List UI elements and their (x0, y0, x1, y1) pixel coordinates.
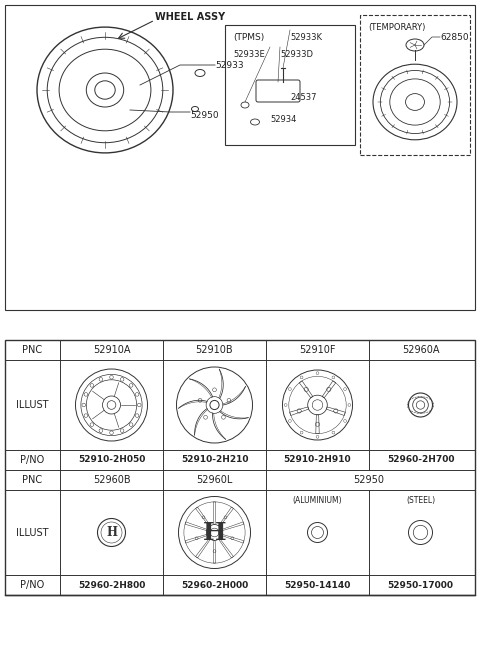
Text: 52910-2H050: 52910-2H050 (78, 455, 145, 464)
Text: 52960-2H700: 52960-2H700 (387, 455, 454, 464)
Text: (TPMS): (TPMS) (233, 33, 264, 42)
Text: (ALUMINIUM): (ALUMINIUM) (293, 495, 342, 504)
Text: 52910-2H910: 52910-2H910 (284, 455, 351, 464)
Text: H: H (203, 521, 226, 544)
Text: 52950: 52950 (353, 475, 384, 485)
Text: (STEEL): (STEEL) (406, 495, 435, 504)
Bar (360, 15, 470, 155)
Text: ILLUST: ILLUST (16, 400, 49, 410)
Text: 52960A: 52960A (402, 345, 439, 355)
Text: 52950-14140: 52950-14140 (284, 580, 351, 590)
Text: 52960B: 52960B (93, 475, 130, 485)
Text: (TEMPORARY): (TEMPORARY) (368, 23, 425, 32)
Text: 52960L: 52960L (196, 475, 233, 485)
Text: PNC: PNC (23, 345, 43, 355)
Text: 52933D: 52933D (280, 50, 313, 59)
Text: 52960-2H800: 52960-2H800 (78, 580, 145, 590)
Text: 52960-2H000: 52960-2H000 (181, 580, 248, 590)
Text: 52910-2H210: 52910-2H210 (181, 455, 248, 464)
Text: 52910B: 52910B (196, 345, 233, 355)
Text: P/NO: P/NO (20, 580, 45, 590)
Text: 52950: 52950 (190, 111, 218, 119)
Text: WHEEL ASSY: WHEEL ASSY (155, 12, 225, 22)
Text: 62850: 62850 (440, 33, 468, 41)
Text: 52910A: 52910A (93, 345, 130, 355)
Bar (225, 25, 355, 145)
Text: ILLUST: ILLUST (16, 527, 49, 538)
Text: 52933: 52933 (215, 60, 244, 69)
Text: 52933E: 52933E (233, 50, 265, 59)
Text: PNC: PNC (23, 475, 43, 485)
Text: 52910F: 52910F (299, 345, 336, 355)
Text: P/NO: P/NO (20, 455, 45, 465)
Text: H: H (106, 526, 117, 539)
Text: 24537: 24537 (290, 93, 316, 102)
Text: 52933K: 52933K (290, 33, 322, 42)
Text: 52950-17000: 52950-17000 (387, 580, 454, 590)
Bar (5, 340, 475, 595)
Bar (5, 5, 475, 310)
Text: 52934: 52934 (270, 115, 296, 124)
